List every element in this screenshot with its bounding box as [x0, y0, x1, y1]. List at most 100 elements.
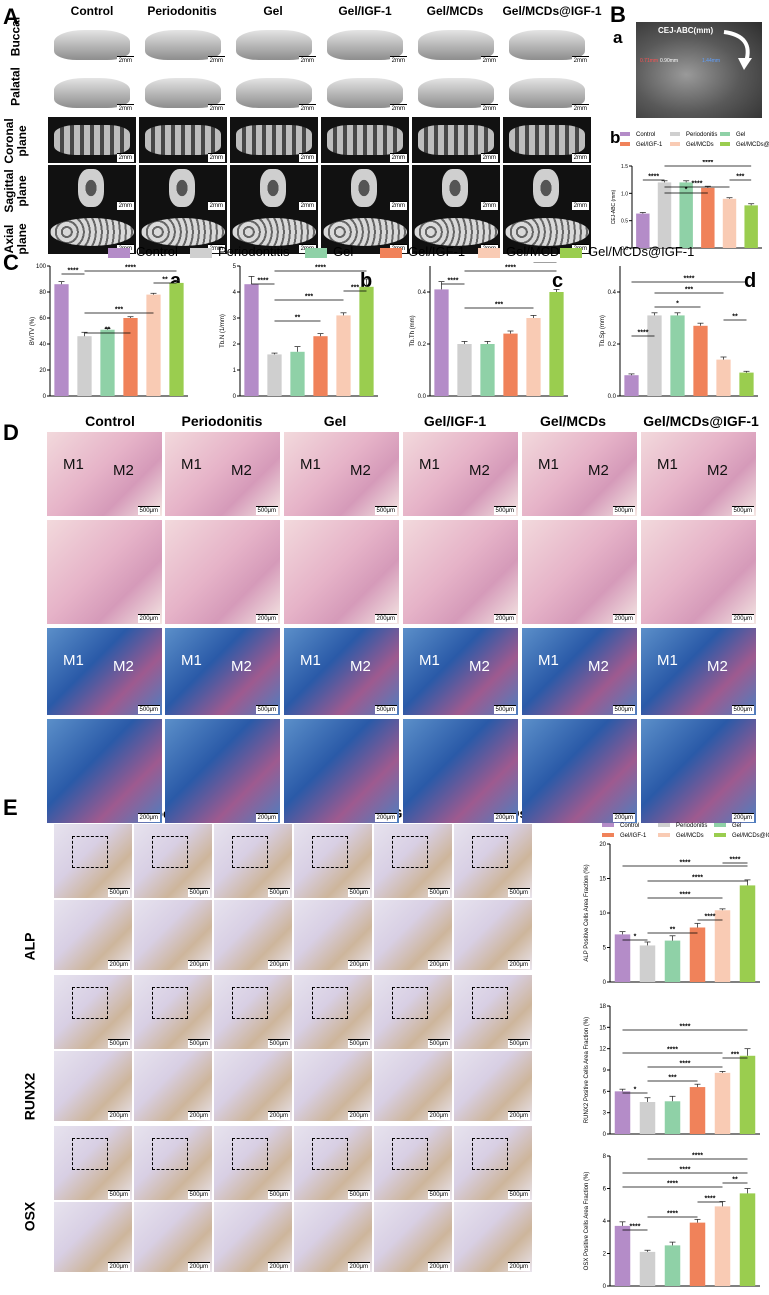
tooth-label-m2-2-1: M2 — [231, 658, 252, 675]
tooth-label-m1-0-0: M1 — [63, 456, 84, 473]
scale-bar-a-1-0: 2mm — [116, 104, 134, 113]
sig-label-F3-2: **** — [705, 1196, 716, 1203]
ihc-tile-3-5: 200μm — [454, 1051, 532, 1121]
ct-coronal-2-5 — [509, 125, 585, 155]
ihc-tile-4-4: 500μm — [374, 1126, 452, 1200]
legend-label-c-0: Control — [136, 244, 178, 259]
ct-tile-0-4: 2mm — [412, 20, 500, 66]
scale-bar-d-2-5: 500μm — [731, 705, 754, 714]
scale-bar-e-5-2: 200μm — [267, 1262, 290, 1271]
col-label-a-3: Gel/IGF-1 — [338, 4, 392, 18]
ct-coronal-2-4 — [418, 125, 494, 155]
ct-tile-0-5: 2mm — [503, 20, 591, 66]
legend-swatch-b-0 — [620, 132, 630, 137]
legend-item-b-1: Periodonitis — [670, 132, 717, 138]
ihc-tile-4-3: 500μm — [294, 1126, 372, 1200]
tooth-label-m2-2-2: M2 — [350, 658, 371, 675]
legend-swatch-b-5 — [720, 142, 730, 147]
ihc-tile-5-1: 200μm — [134, 1202, 212, 1272]
tooth-label-m2-0-1: M2 — [231, 462, 252, 479]
scale-bar-e-4-0: 500μm — [107, 1190, 130, 1199]
ytick-label-Ca-5: 100 — [36, 264, 47, 270]
ihc-tile-0-2: 500μm — [214, 824, 292, 898]
bar-F2-4 — [714, 1072, 731, 1134]
histo-tile-3-3: 200μm — [403, 719, 518, 823]
ytick-label-Cc-2: 0.4 — [418, 290, 427, 296]
scale-bar-e-2-5: 500μm — [507, 1039, 530, 1048]
legend-item-f-0: Control — [602, 823, 639, 829]
scale-bar-e-5-1: 200μm — [187, 1262, 210, 1271]
ytick-label-Cb-5: 5 — [233, 264, 237, 270]
histo-tile-1-2: 200μm — [284, 520, 399, 624]
bar-Ca-1 — [77, 336, 92, 396]
legend-label-f-2: Gel — [732, 823, 742, 829]
ct-coronal-2-2 — [236, 125, 312, 155]
ytick-label-Cb-1: 1 — [233, 368, 237, 374]
chart-runx2: 0 3 6 9 12 15 18 RUNX2 Positive Cells Area Frac… — [584, 1004, 760, 1138]
chart-osx: 0 2 4 6 8 OSX Positive Cells Area Fraction (%… — [584, 1153, 760, 1290]
bar-Ca-4 — [146, 294, 161, 396]
ytick-label-F3-0: 0 — [603, 1284, 607, 1290]
scale-bar-e-4-5: 500μm — [507, 1190, 530, 1199]
legend-label-b-0: Control — [636, 132, 656, 138]
legend-swatch-b-3 — [620, 142, 630, 147]
ct-coronal-2-3 — [327, 125, 403, 155]
scale-bar-e-4-1: 500μm — [187, 1190, 210, 1199]
ct-coronal-2-1 — [145, 125, 221, 155]
ct-tile-2-2: 2mm — [230, 117, 318, 163]
bar-Bb-4 — [722, 198, 737, 248]
ylabel-F2: RUNX2 Positive Cells Area Fraction (%) — [584, 1017, 590, 1123]
bar-Cb-0 — [244, 284, 259, 396]
ct-tile-4-1: 2mm — [139, 210, 227, 254]
ytick-label-F3-2: 4 — [603, 1219, 607, 1225]
ihc-tile-4-2: 500μm — [214, 1126, 292, 1200]
histo-tile-2-5: M1 M2 500μm — [641, 628, 756, 715]
panel-label-bb: b — [610, 128, 621, 147]
ytick-label-Ca-0: 0 — [43, 394, 47, 400]
legend-swatch-b-2 — [720, 132, 730, 137]
ct-tile-0-0: 2mm — [48, 20, 136, 66]
ihc-tile-1-5: 200μm — [454, 900, 532, 970]
bar-Ca-5 — [169, 282, 184, 396]
tooth-label-m1-2-4: M1 — [538, 652, 559, 669]
legend-item-f-5: Gel/MCDs@IGF-1 — [714, 833, 769, 839]
ct-tile-4-5: 2mm — [503, 210, 591, 254]
ylabel-Cd: Tb.Sp (mm) — [600, 315, 606, 347]
sig-label-Cd-3: * — [676, 301, 679, 308]
sig-label-F2-0: * — [634, 1087, 637, 1094]
bar-F3-4 — [714, 1206, 731, 1286]
scale-bar-a-0-4: 2mm — [480, 56, 498, 65]
sig-label-F3-6: ** — [732, 1177, 738, 1184]
scale-bar-d-3-3: 200μm — [493, 813, 516, 822]
ct-tile-3-1: 2mm — [139, 165, 227, 211]
ihc-tile-4-1: 500μm — [134, 1126, 212, 1200]
legend-swatch-c-3 — [380, 247, 402, 258]
sig-label-F2-5: *** — [731, 1052, 739, 1059]
scale-bar-e-2-3: 500μm — [347, 1039, 370, 1048]
ct-tile-1-4: 2mm — [412, 68, 500, 114]
tooth-label-m1-2-3: M1 — [419, 652, 440, 669]
scale-bar-a-1-5: 2mm — [571, 104, 589, 113]
legend-item-b-3: Gel/IGF-1 — [620, 142, 662, 148]
ihc-tile-2-4: 500μm — [374, 975, 452, 1049]
ct-tile-1-5: 2mm — [503, 68, 591, 114]
ct-jaw-1-0 — [54, 78, 130, 108]
scale-bar-e-1-0: 200μm — [107, 960, 130, 969]
ytick-label-F3-1: 2 — [603, 1252, 607, 1258]
bar-Cc-0 — [434, 289, 449, 396]
chart-label-ca: a — [170, 270, 182, 292]
ytick-label-Bb-0: 0.0 — [621, 246, 628, 252]
row-label-osx: OSX — [21, 1201, 38, 1232]
ct-axial-4-4 — [414, 218, 498, 246]
ytick-label-F1-4: 20 — [599, 842, 606, 848]
scale-bar-d-0-5: 500μm — [731, 506, 754, 515]
zoom-box-4-2 — [232, 1138, 268, 1170]
ct-tile-2-3: 2mm — [321, 117, 409, 163]
bar-F2-0 — [614, 1091, 631, 1134]
bar-F3-0 — [614, 1225, 631, 1286]
legend-label-b-5: Gel/MCDs@IGF-1 — [736, 142, 769, 148]
sig-label-Cd-4: ** — [732, 314, 738, 321]
bar-Cc-2 — [480, 344, 495, 396]
ytick-label-Cb-2: 2 — [233, 342, 237, 348]
bar-F2-1 — [639, 1102, 656, 1134]
